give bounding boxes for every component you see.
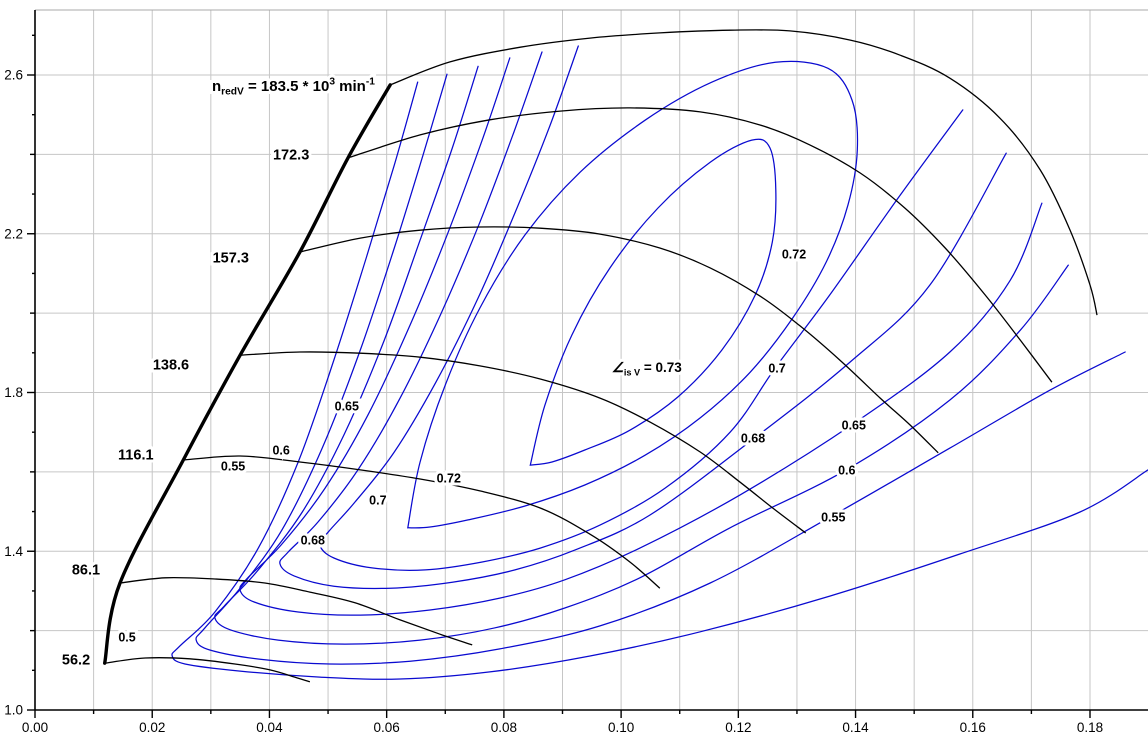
- efficiency-label-0.6: 0.6: [838, 463, 855, 477]
- speed-line-116.1: [183, 455, 661, 589]
- x-tick-label: 0.06: [374, 720, 400, 735]
- y-tick-label: 1.0: [4, 703, 23, 718]
- speed-title-label-halo: nredV = 183.5 * 103 min-1: [212, 76, 375, 97]
- x-tick-label: 0.12: [725, 720, 751, 735]
- efficiency-label-0.7-halo: 0.7: [369, 494, 386, 508]
- efficiency-label-0.6-halo: 0.6: [838, 463, 855, 477]
- efficiency-label-0.6: 0.6: [272, 444, 289, 458]
- efficiency-label-0.5-halo: 0.5: [118, 630, 135, 644]
- curve-labels: 172.3172.3157.3157.3138.6138.6116.1116.1…: [59, 73, 869, 671]
- efficiency-contour-0.72: [407, 60, 859, 529]
- efficiency-label-0.55-halo: 0.55: [821, 511, 845, 525]
- y-tick-label: 1.4: [4, 544, 23, 559]
- efficiency-contour-0.5: [171, 81, 1148, 680]
- efficiency-contour-0.7: [319, 45, 964, 571]
- efficiency-contour-0.6: [214, 65, 1069, 645]
- efficiency-label-0.68: 0.68: [741, 432, 765, 446]
- x-tick-label: 0.02: [139, 720, 165, 735]
- speed-line-138.6: [240, 351, 807, 534]
- speed-label-116.1-halo: 116.1: [118, 448, 154, 464]
- efficiency-label-0.7: 0.7: [768, 361, 785, 375]
- x-tick-label: 0.08: [491, 720, 517, 735]
- y-tick-label: 1.8: [4, 385, 23, 400]
- efficiency-label-0.65: 0.65: [842, 419, 866, 433]
- y-tick-label: 2.2: [4, 226, 23, 241]
- speed-label-56.2-halo: 56.2: [62, 652, 90, 668]
- speed-label-157.3: 157.3: [213, 250, 249, 266]
- speed-line-157.3: [299, 226, 939, 454]
- efficiency-label-0.72-halo: 0.72: [437, 472, 461, 486]
- efficiency-contour-0.65: [239, 57, 1043, 616]
- efficiency-label-0.72: 0.72: [437, 472, 461, 486]
- efficiency-title-label: ∠is V = 0.73: [612, 360, 683, 378]
- efficiency-contour-0.73: [529, 138, 777, 466]
- speed-label-86.1: 86.1: [72, 562, 100, 578]
- efficiency-label-0.68-halo: 0.68: [301, 534, 325, 548]
- speed-line-183.5: [389, 29, 1098, 316]
- efficiency-label-0.7: 0.7: [369, 494, 386, 508]
- efficiency-label-0.7-halo: 0.7: [768, 361, 785, 375]
- speed-label-138.6-halo: 138.6: [153, 358, 189, 374]
- efficiency-label-0.65-halo: 0.65: [842, 419, 866, 433]
- speed-label-172.3: 172.3: [273, 148, 309, 164]
- efficiency-contours: [171, 45, 1148, 680]
- speed-label-56.2: 56.2: [62, 652, 90, 668]
- speed-title-label: nredV = 183.5 * 103 min-1: [212, 76, 375, 97]
- y-tick-label: 2.6: [4, 68, 23, 83]
- efficiency-label-0.68-halo: 0.68: [741, 432, 765, 446]
- x-tick-label: 0.10: [608, 720, 634, 735]
- efficiency-label-0.72-halo: 0.72: [782, 247, 806, 261]
- speed-lines: [103, 29, 1098, 683]
- speed-line-86.1: [119, 576, 473, 646]
- speed-line-56.2: [104, 657, 311, 683]
- x-tick-label: 0.00: [22, 720, 48, 735]
- efficiency-label-0.65-halo: 0.65: [335, 399, 359, 413]
- x-tick-label: 0.14: [842, 720, 869, 735]
- speed-label-116.1: 116.1: [118, 448, 154, 464]
- grid-lines: [35, 9, 1148, 710]
- efficiency-contour-0.55: [195, 73, 1126, 665]
- efficiency-label-0.5: 0.5: [118, 630, 135, 644]
- efficiency-label-0.55: 0.55: [821, 511, 845, 525]
- efficiency-label-0.55: 0.55: [221, 459, 245, 473]
- speed-label-157.3-halo: 157.3: [213, 250, 249, 266]
- efficiency-contour-0.68: [279, 51, 1007, 590]
- surge-line: [103, 83, 392, 665]
- efficiency-label-0.65: 0.65: [335, 399, 359, 413]
- speed-line-172.3: [347, 107, 1053, 383]
- efficiency-label-0.72: 0.72: [782, 247, 806, 261]
- axes: 0.00 0.02 0.04 0.06 0.08 0.10 0.12 0.14 0.16 0.18…: [4, 10, 1148, 735]
- efficiency-title-label-halo: ∠is V = 0.73: [612, 360, 683, 378]
- speed-label-138.6: 138.6: [153, 358, 189, 374]
- efficiency-label-0.68: 0.68: [301, 534, 325, 548]
- efficiency-label-0.6-halo: 0.6: [272, 444, 289, 458]
- x-tick-label: 0.18: [1077, 720, 1103, 735]
- x-tick-label: 0.16: [960, 720, 986, 735]
- speed-label-172.3-halo: 172.3: [273, 148, 309, 164]
- x-tick-label: 0.04: [256, 720, 283, 735]
- efficiency-label-0.55-halo: 0.55: [221, 459, 245, 473]
- speed-label-86.1-halo: 86.1: [72, 562, 100, 578]
